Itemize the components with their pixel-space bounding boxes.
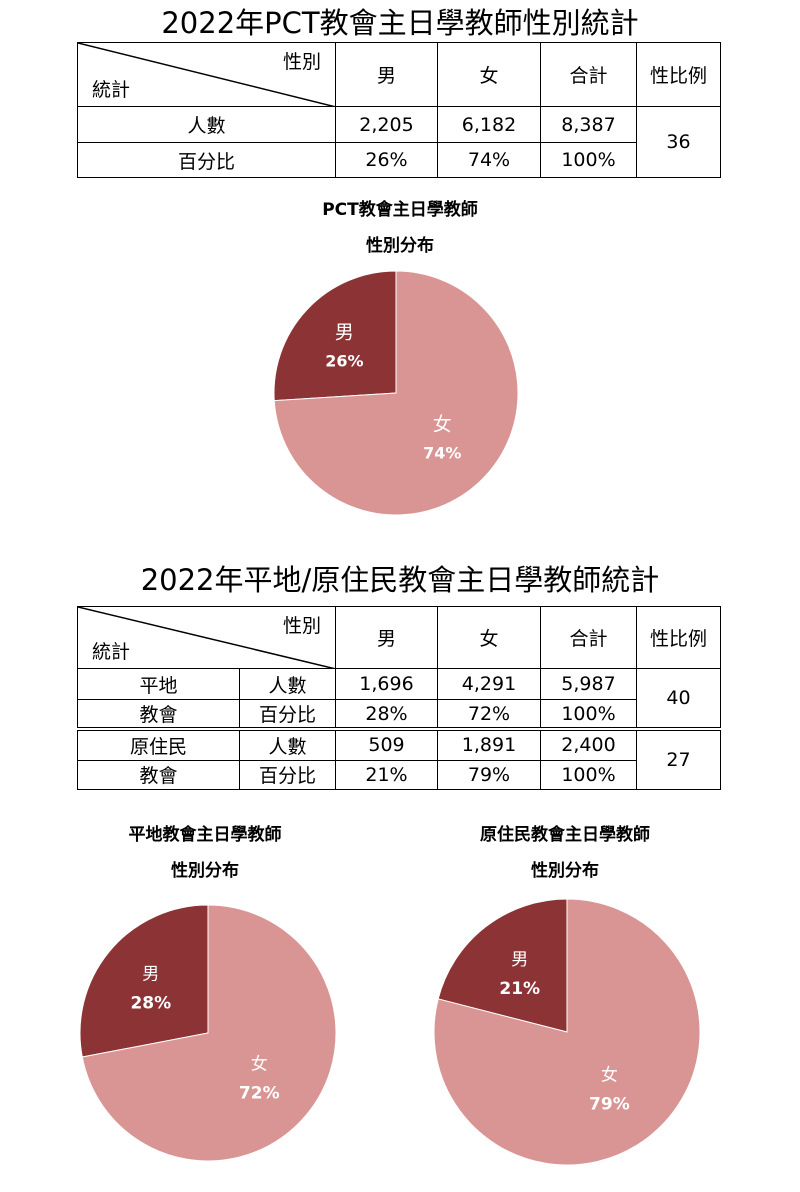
- pie1-title-line2: 性別分布: [366, 236, 434, 256]
- pie1-title-line1: PCT教會主日學教師: [322, 200, 478, 220]
- pie-category-label: 女: [433, 413, 452, 435]
- pie-category-label: 男: [335, 322, 354, 344]
- section2-title: 2022年平地/原住民教會主日學教師統計: [140, 563, 660, 597]
- pie3-title-line2: 性別分布: [531, 861, 599, 881]
- pie-percent-label: 72%: [239, 1083, 280, 1103]
- table-row: 平地 人數 1,696 4,291 5,987 40: [77, 668, 721, 730]
- table-row: 教會 百分比 21% 79% 100%: [77, 759, 721, 790]
- cell-female: 79%: [437, 759, 541, 790]
- row-label: 百分比: [239, 699, 336, 730]
- cell-male: 28%: [335, 699, 438, 730]
- pie-category-label: 男: [142, 965, 159, 985]
- pie2-title-line2: 性別分布: [171, 861, 239, 881]
- header-female: 女: [437, 42, 541, 107]
- group-name-line1: 原住民: [77, 727, 240, 761]
- diagonal-line: [78, 43, 336, 107]
- section1-title: 2022年PCT教會主日學教師性別統計: [161, 6, 639, 40]
- table-row: 原住民 人數 509 1,891 2,400 27: [77, 727, 721, 790]
- pie-percent-label: 21%: [499, 979, 540, 999]
- row-label: 人數: [239, 727, 336, 761]
- pie3-title: 原住民教會主日學教師 性別分布: [410, 825, 720, 881]
- group-name-line2: 教會: [77, 699, 240, 730]
- pie-percent-label: 26%: [325, 352, 363, 371]
- cell-ratio: 36: [636, 106, 721, 178]
- pie-slice-male: [273, 270, 397, 402]
- pie-slice-male: [437, 898, 568, 1033]
- cell-female: 4,291: [437, 668, 541, 700]
- cell-total: 8,387: [540, 106, 637, 143]
- table-row: 教會 百分比 28% 72% 100%: [77, 699, 721, 730]
- row-label: 人數: [77, 106, 336, 143]
- pie-percent-label: 28%: [130, 994, 171, 1014]
- table-row: 百分比 26% 74% 100%: [77, 142, 721, 178]
- header-total: 合計: [540, 606, 637, 669]
- pie-slice-female: [273, 270, 519, 516]
- table-row: 人數 2,205 6,182 8,387 36: [77, 106, 721, 178]
- header-male: 男: [335, 606, 438, 669]
- diagonal-header-cell: 性別 統計: [77, 42, 336, 107]
- cell-total: 100%: [540, 142, 637, 178]
- diagonal-line: [78, 607, 336, 669]
- cell-total: 100%: [540, 699, 637, 730]
- pie-category-label: 女: [601, 1066, 618, 1086]
- cell-female: 72%: [437, 699, 541, 730]
- cell-female: 74%: [437, 142, 541, 178]
- pie-slice-male: [79, 904, 209, 1058]
- pie1-title: PCT教會主日學教師 性別分布: [240, 200, 560, 256]
- row-label: 人數: [239, 668, 336, 700]
- pie-slice-female: [433, 898, 701, 1166]
- row-label: 百分比: [77, 142, 336, 178]
- pie2-title: 平地教會主日學教師 性別分布: [50, 825, 360, 881]
- section1-table: 性別 統計 男 女 合計 性比例 人數 2,205 6,182 8,387 36…: [77, 42, 721, 178]
- pie-percent-label: 79%: [589, 1095, 630, 1115]
- header-stat: 統計: [92, 79, 131, 101]
- header-gender: 性別: [282, 51, 321, 73]
- pie-percent-label: 74%: [423, 443, 461, 462]
- group-name-line1: 平地: [77, 668, 240, 700]
- cell-total: 100%: [540, 759, 637, 790]
- cell-total: 2,400: [540, 727, 637, 761]
- cell-male: 21%: [335, 759, 438, 790]
- header-stat: 統計: [92, 641, 131, 663]
- cell-male: 509: [335, 727, 438, 761]
- pie-category-label: 男: [511, 950, 528, 970]
- section2-table: 性別 統計 男 女 合計 性比例 平地 人數 1,696 4,291 5,987…: [77, 606, 721, 790]
- cell-ratio: 27: [636, 727, 721, 790]
- pie2-title-line1: 平地教會主日學教師: [128, 825, 282, 845]
- diagonal-header-cell: 性別 統計: [77, 606, 336, 669]
- header-ratio: 性比例: [636, 606, 721, 669]
- pie3-title-line1: 原住民教會主日學教師: [480, 825, 650, 845]
- pie-slice-female: [81, 904, 337, 1162]
- header-gender: 性別: [282, 615, 321, 637]
- row-label: 百分比: [239, 759, 336, 790]
- group-name-line2: 教會: [77, 759, 240, 790]
- cell-male: 1,696: [335, 668, 438, 700]
- table-header-row: 性別 統計 男 女 合計 性比例: [77, 606, 721, 669]
- pie-category-label: 女: [251, 1054, 268, 1074]
- cell-male: 2,205: [335, 106, 438, 143]
- cell-total: 5,987: [540, 668, 637, 700]
- cell-female: 6,182: [437, 106, 541, 143]
- cell-male: 26%: [335, 142, 438, 178]
